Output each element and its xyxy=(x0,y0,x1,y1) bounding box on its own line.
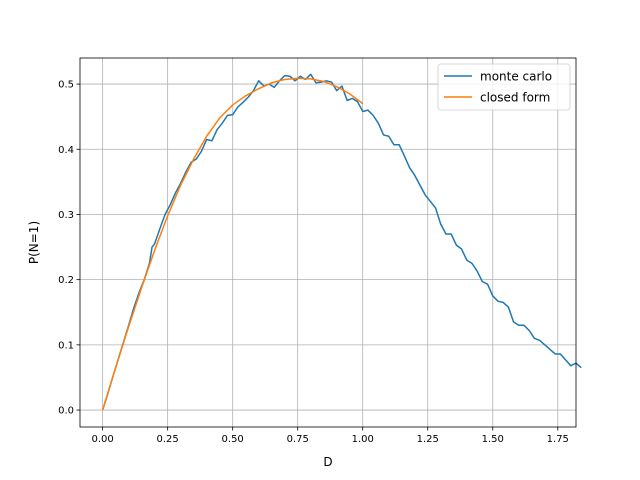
x-tick-label: 1.25 xyxy=(417,434,439,445)
y-tick-label: 0.0 xyxy=(58,406,74,417)
x-tick-label: 1.50 xyxy=(482,434,504,445)
x-tick-label: 1.75 xyxy=(547,434,569,445)
y-tick-label: 0.1 xyxy=(58,340,74,351)
legend: monte carlo closed form xyxy=(437,63,571,111)
legend-label: closed form xyxy=(480,91,550,105)
ticks: 0.00 0.25 0.50 0.75 1.00 1.25 1.50 1.75 0.0 0.1 0.… xyxy=(58,80,569,445)
y-axis-label: P(N=1) xyxy=(27,221,41,264)
y-tick-label: 0.3 xyxy=(58,210,74,221)
plot-frame xyxy=(79,57,577,428)
grid xyxy=(80,58,576,427)
y-tick-label: 0.4 xyxy=(58,145,74,156)
y-tick-label: 0.5 xyxy=(58,80,74,91)
series-line-closed-form xyxy=(101,77,364,411)
x-tick-label: 0.75 xyxy=(287,434,309,445)
x-tick-label: 1.00 xyxy=(352,434,374,445)
x-tick-label: 0.50 xyxy=(222,434,244,445)
x-tick-label: 0.25 xyxy=(157,434,179,445)
y-tick-label: 0.2 xyxy=(58,275,74,286)
series-layer xyxy=(101,73,582,411)
x-tick-label: 0.00 xyxy=(91,434,113,445)
legend-label: monte carlo xyxy=(480,70,552,84)
x-axis-label: D xyxy=(323,455,332,469)
